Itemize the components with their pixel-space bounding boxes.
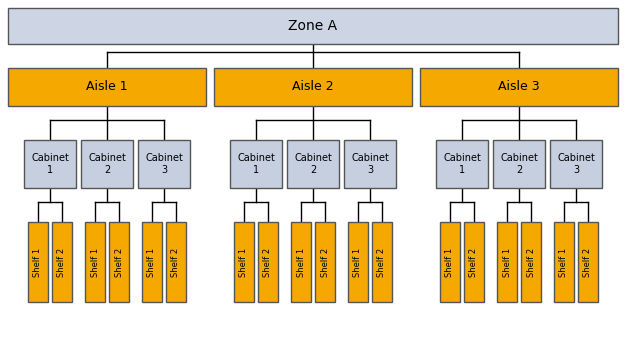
Text: Shelf 1: Shelf 1 (90, 247, 100, 277)
FancyBboxPatch shape (348, 222, 368, 302)
Text: Shelf 2: Shelf 2 (584, 247, 593, 277)
Text: Shelf 1: Shelf 1 (446, 247, 455, 277)
Text: Aisle 1: Aisle 1 (86, 80, 128, 93)
Text: Shelf 2: Shelf 2 (527, 247, 535, 277)
Text: Cabinet
1: Cabinet 1 (237, 153, 275, 175)
Text: Aisle 2: Aisle 2 (292, 80, 334, 93)
FancyBboxPatch shape (85, 222, 105, 302)
FancyBboxPatch shape (521, 222, 541, 302)
Text: Shelf 2: Shelf 2 (320, 247, 330, 277)
Text: Shelf 1: Shelf 1 (297, 247, 305, 277)
Text: Cabinet
3: Cabinet 3 (557, 153, 595, 175)
FancyBboxPatch shape (550, 140, 602, 188)
Text: Shelf 2: Shelf 2 (115, 247, 124, 277)
Text: Shelf 1: Shelf 1 (559, 247, 569, 277)
FancyBboxPatch shape (436, 140, 488, 188)
Text: Shelf 2: Shelf 2 (263, 247, 273, 277)
Text: Cabinet
2: Cabinet 2 (294, 153, 332, 175)
Text: Shelf 1: Shelf 1 (240, 247, 248, 277)
FancyBboxPatch shape (315, 222, 335, 302)
FancyBboxPatch shape (8, 68, 206, 106)
FancyBboxPatch shape (291, 222, 311, 302)
FancyBboxPatch shape (258, 222, 278, 302)
FancyBboxPatch shape (81, 140, 133, 188)
FancyBboxPatch shape (214, 68, 412, 106)
FancyBboxPatch shape (28, 222, 48, 302)
FancyBboxPatch shape (234, 222, 254, 302)
FancyBboxPatch shape (166, 222, 186, 302)
FancyBboxPatch shape (138, 140, 190, 188)
FancyBboxPatch shape (497, 222, 517, 302)
Text: Cabinet
1: Cabinet 1 (31, 153, 69, 175)
Text: Shelf 1: Shelf 1 (147, 247, 157, 277)
FancyBboxPatch shape (554, 222, 574, 302)
FancyBboxPatch shape (578, 222, 598, 302)
Text: Cabinet
2: Cabinet 2 (500, 153, 538, 175)
Text: Shelf 2: Shelf 2 (470, 247, 478, 277)
FancyBboxPatch shape (8, 8, 618, 44)
Text: Shelf 2: Shelf 2 (377, 247, 386, 277)
Text: Shelf 1: Shelf 1 (502, 247, 512, 277)
FancyBboxPatch shape (440, 222, 460, 302)
Text: Shelf 2: Shelf 2 (58, 247, 66, 277)
FancyBboxPatch shape (464, 222, 484, 302)
Text: Cabinet
2: Cabinet 2 (88, 153, 126, 175)
FancyBboxPatch shape (24, 140, 76, 188)
FancyBboxPatch shape (493, 140, 545, 188)
Text: Aisle 3: Aisle 3 (498, 80, 540, 93)
FancyBboxPatch shape (109, 222, 129, 302)
FancyBboxPatch shape (142, 222, 162, 302)
FancyBboxPatch shape (372, 222, 392, 302)
FancyBboxPatch shape (230, 140, 282, 188)
Text: Shelf 1: Shelf 1 (33, 247, 43, 277)
Text: Zone A: Zone A (288, 19, 337, 33)
FancyBboxPatch shape (420, 68, 618, 106)
Text: Shelf 1: Shelf 1 (354, 247, 362, 277)
FancyBboxPatch shape (52, 222, 72, 302)
FancyBboxPatch shape (287, 140, 339, 188)
FancyBboxPatch shape (344, 140, 396, 188)
Text: Cabinet
1: Cabinet 1 (443, 153, 481, 175)
Text: Shelf 2: Shelf 2 (172, 247, 181, 277)
Text: Cabinet
3: Cabinet 3 (351, 153, 389, 175)
Text: Cabinet
3: Cabinet 3 (145, 153, 183, 175)
